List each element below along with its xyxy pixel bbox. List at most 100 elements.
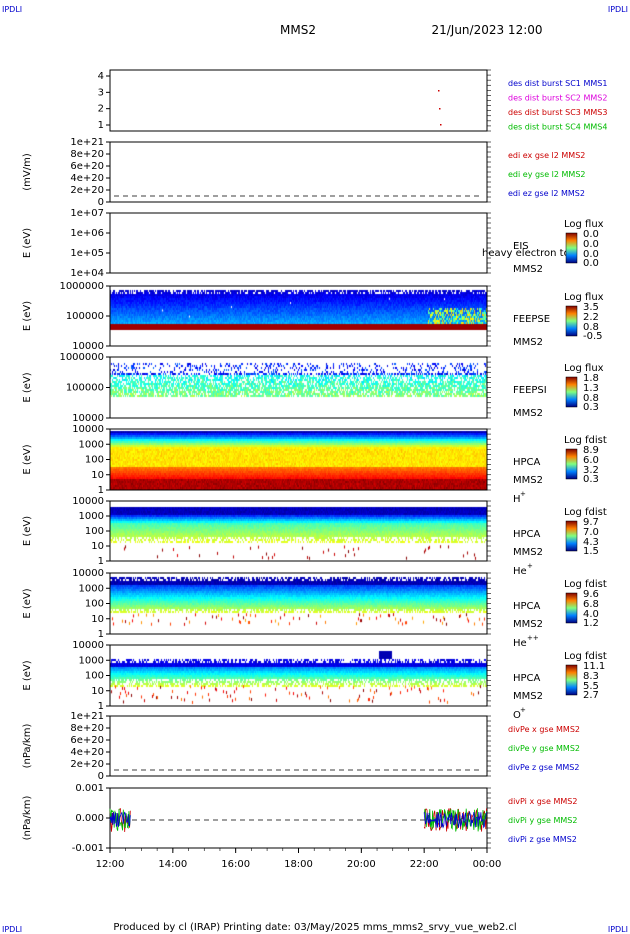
colorbar-tick-label: 3.2 [583, 465, 599, 476]
spacecraft-name: MMS2 [513, 337, 543, 348]
corner-label-top-left: IPDLI [2, 5, 22, 14]
y-tick-label: 4e+20 [70, 747, 104, 758]
y-tick-label: 1 [98, 701, 104, 712]
spectrogram-eis [110, 213, 487, 273]
colorbar [565, 448, 578, 480]
x-tick-label: 22:00 [410, 859, 439, 870]
y-tick-label: 10 [91, 470, 104, 481]
y-tick-label: 3 [98, 87, 104, 98]
y-tick-label: 2e+20 [70, 185, 104, 196]
y-tick-label: 1000000 [59, 281, 104, 292]
colorbar-tick-label: 1.8 [583, 373, 599, 384]
burst-marker [440, 124, 442, 126]
y-tick-label: 1 [98, 120, 104, 131]
colorbar-tick-label: 4.0 [583, 609, 599, 620]
species-charge: + [520, 706, 526, 714]
y-axis-label: E (eV) [22, 660, 33, 690]
colorbar-tick-label: 1.3 [583, 383, 599, 394]
spacecraft-name: MMS2 [513, 619, 543, 630]
legend-entry: edi ey gse l2 MMS2 [508, 170, 586, 179]
spacecraft-name: MMS2 [513, 408, 543, 419]
colorbar-tick-label: 8.9 [583, 445, 599, 456]
y-axis-label: E (eV) [22, 372, 33, 402]
panel-stack: 4 3 2 1 des dist burst SC1 MMS1 des dist burs… [22, 69, 607, 854]
spectrogram-hpca-he1 [110, 501, 487, 561]
y-axis-label: (nPa/km) [22, 724, 33, 769]
y-tick-label: 1000 [79, 655, 104, 666]
y-tick-label: 10 [91, 686, 104, 697]
y-tick-label: 10000 [72, 640, 104, 651]
colorbar-tick-label: -0.5 [583, 331, 603, 342]
legend-entry: des dist burst SC2 MMS2 [508, 94, 607, 103]
y-tick-label: 10000 [72, 568, 104, 579]
x-tick-label: 14:00 [158, 859, 187, 870]
y-tick-label: 1e+21 [70, 137, 104, 148]
colorbar-tick-label: 0.0 [583, 229, 599, 240]
y-tick-label: 100 [85, 526, 104, 537]
x-tick-label: 16:00 [221, 859, 250, 870]
colorbar-title: Log fdist [564, 651, 607, 662]
colorbar-tick-label: 11.1 [583, 661, 605, 672]
species-charge: + [527, 562, 533, 570]
y-tick-label: 10000 [72, 413, 104, 424]
y-tick-label: 10 [91, 541, 104, 552]
y-axis-label: (mV/m) [22, 153, 33, 191]
legend-entry: divPi y gse MMS2 [508, 816, 577, 825]
y-tick-label: 10000 [72, 424, 104, 435]
species-name: O [513, 710, 521, 721]
colorbar-tick-label: 0.3 [583, 474, 599, 485]
corner-label-bottom-right: IPDLI [608, 925, 628, 934]
spacecraft-name: MMS2 [513, 547, 543, 558]
y-axis-label: E (eV) [22, 444, 33, 474]
y-tick-label: 8e+20 [70, 149, 104, 160]
spectrogram-hpca-he2 [110, 573, 487, 634]
y-tick-label: 1000 [79, 583, 104, 594]
spectrogram-feepse [110, 286, 487, 346]
colorbar-tick-label: 3.5 [583, 302, 599, 313]
y-tick-label: 1 [98, 485, 104, 496]
spacecraft-name: MMS2 [513, 475, 543, 486]
instrument-name: HPCA [513, 457, 541, 468]
y-axis-label: E (eV) [22, 301, 33, 331]
mission-title: MMS2 [280, 23, 316, 37]
colorbar [565, 376, 578, 408]
y-tick-label: 2 [98, 104, 104, 115]
x-tick-label: 12:00 [96, 859, 125, 870]
y-axis-label: E (eV) [22, 228, 33, 258]
y-tick-label: 1e+07 [70, 208, 104, 219]
y-tick-label: 100 [85, 599, 104, 610]
y-tick-label: 1 [98, 556, 104, 567]
species-name: He [513, 638, 527, 649]
colorbar-tick-label: 5.5 [583, 681, 599, 692]
y-tick-label: 1e+04 [70, 268, 104, 279]
y-tick-label: 100000 [66, 311, 104, 322]
spectrogram-hpca-o [110, 645, 487, 706]
colorbar-tick-label: 6.0 [583, 455, 599, 466]
y-tick-label: -0.001 [72, 843, 104, 854]
y-tick-label: 10000 [72, 341, 104, 352]
y-axis-label: E (eV) [22, 516, 33, 546]
y-axis-label: E (eV) [22, 588, 33, 618]
colorbar-tick-label: 9.7 [583, 517, 599, 528]
panel-frame-des-dist [109, 69, 488, 132]
y-tick-label: 6e+20 [70, 161, 104, 172]
instrument-name: HPCA [513, 529, 541, 540]
y-tick-label: 1000000 [59, 352, 104, 363]
legend-entry: des dist burst SC4 MMS4 [508, 123, 607, 132]
colorbar-tick-label: 8.3 [583, 671, 599, 682]
y-tick-label: 1 [98, 629, 104, 640]
y-axis-label: (nPa/km) [22, 796, 33, 841]
colorbar-tick-label: 6.8 [583, 599, 599, 610]
y-tick-label: 1000 [79, 511, 104, 522]
colorbar-tick-label: 2.7 [583, 690, 599, 701]
instrument-name: HPCA [513, 673, 541, 684]
corner-label-bottom-left: IPDLI [2, 925, 22, 934]
y-tick-label: 0.001 [75, 783, 104, 794]
species-name: He [513, 566, 527, 577]
spectrogram-feepsi [110, 357, 487, 418]
series-trace [109, 811, 131, 827]
colorbar [565, 520, 578, 552]
burst-marker [438, 90, 440, 92]
x-tick-label: 20:00 [347, 859, 376, 870]
